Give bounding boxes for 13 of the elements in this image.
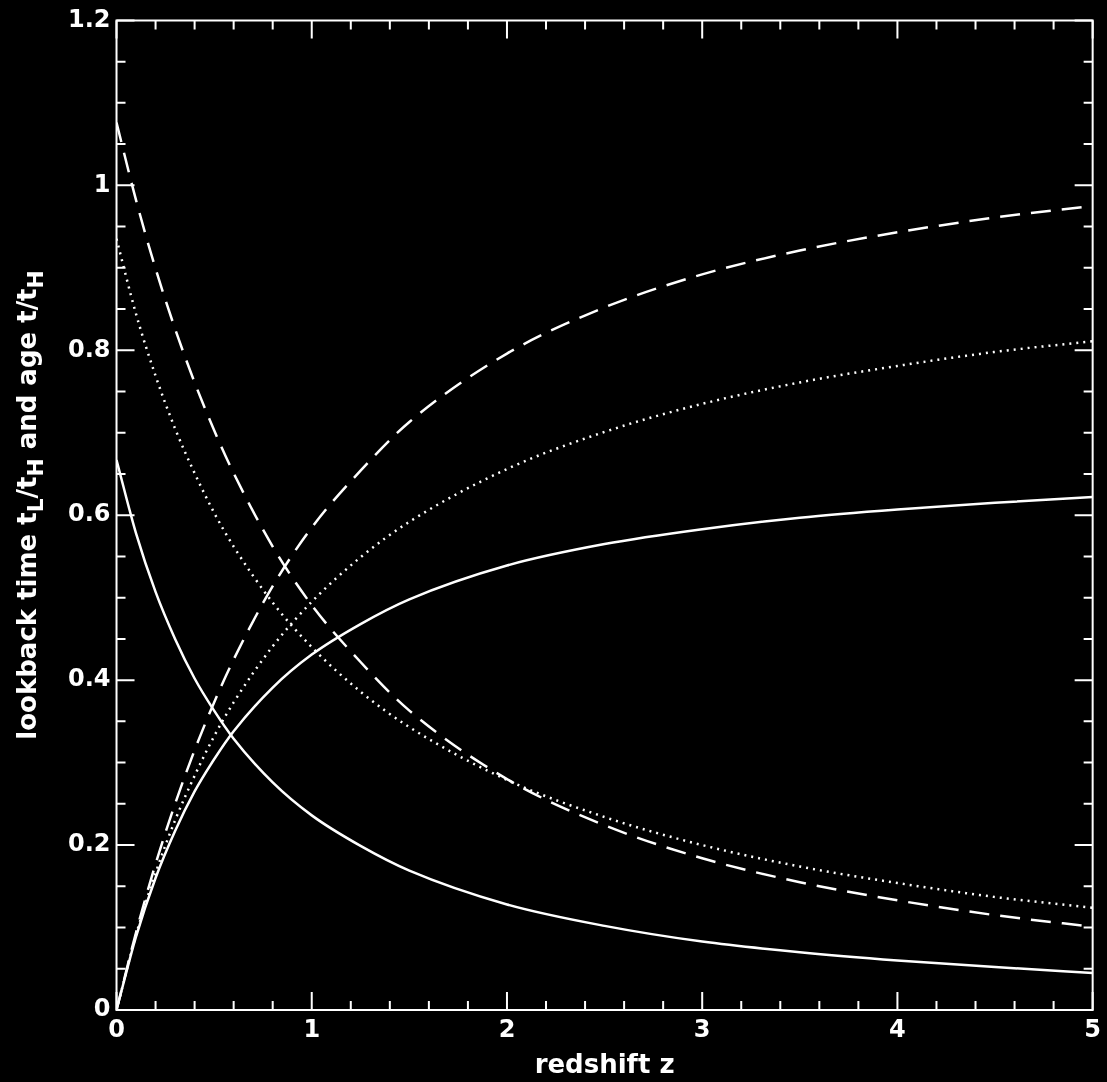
x-tick-label: 5	[1084, 1014, 1101, 1043]
y-tick-label: 0	[93, 994, 111, 1023]
x-axis-title: redshift z	[534, 1049, 675, 1080]
y-tick-label: 0.4	[68, 664, 111, 693]
x-tick-label: 4	[889, 1014, 906, 1043]
y-tick-label: 0.8	[68, 334, 111, 363]
x-tick-label: 2	[498, 1014, 516, 1043]
y-tick-label: 1	[93, 169, 111, 198]
x-tick-label: 3	[693, 1014, 711, 1043]
y-tick-label: 0.6	[68, 499, 111, 528]
x-tick-label: 1	[303, 1014, 321, 1043]
y-tick-label: 0.2	[68, 829, 111, 858]
y-tick-label: 1.2	[68, 4, 111, 33]
